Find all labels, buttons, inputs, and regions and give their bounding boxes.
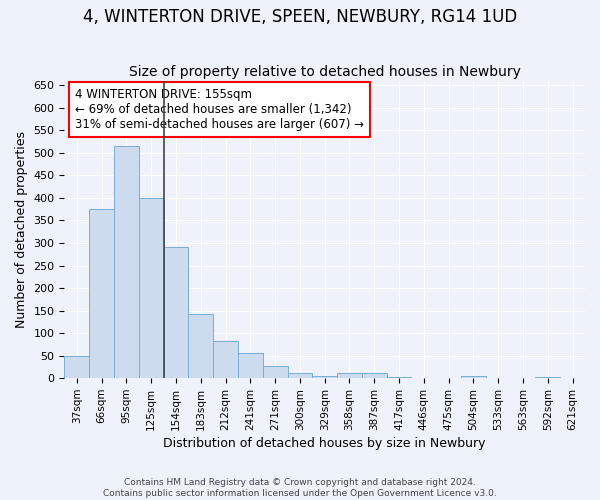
Text: Contains HM Land Registry data © Crown copyright and database right 2024.
Contai: Contains HM Land Registry data © Crown c… bbox=[103, 478, 497, 498]
Bar bbox=[89, 209, 114, 378]
Bar bbox=[238, 354, 263, 378]
Title: Size of property relative to detached houses in Newbury: Size of property relative to detached ho… bbox=[129, 66, 521, 80]
Bar bbox=[164, 248, 188, 378]
Bar bbox=[263, 366, 287, 378]
Bar bbox=[362, 373, 386, 378]
Y-axis label: Number of detached properties: Number of detached properties bbox=[15, 131, 28, 328]
Bar bbox=[313, 376, 337, 378]
Bar bbox=[139, 198, 164, 378]
Bar bbox=[64, 356, 89, 378]
X-axis label: Distribution of detached houses by size in Newbury: Distribution of detached houses by size … bbox=[163, 437, 486, 450]
Bar bbox=[337, 373, 362, 378]
Bar bbox=[188, 314, 213, 378]
Text: 4 WINTERTON DRIVE: 155sqm
← 69% of detached houses are smaller (1,342)
31% of se: 4 WINTERTON DRIVE: 155sqm ← 69% of detac… bbox=[75, 88, 364, 131]
Bar bbox=[287, 373, 313, 378]
Bar bbox=[213, 341, 238, 378]
Text: 4, WINTERTON DRIVE, SPEEN, NEWBURY, RG14 1UD: 4, WINTERTON DRIVE, SPEEN, NEWBURY, RG14… bbox=[83, 8, 517, 26]
Bar bbox=[461, 376, 486, 378]
Bar bbox=[114, 146, 139, 378]
